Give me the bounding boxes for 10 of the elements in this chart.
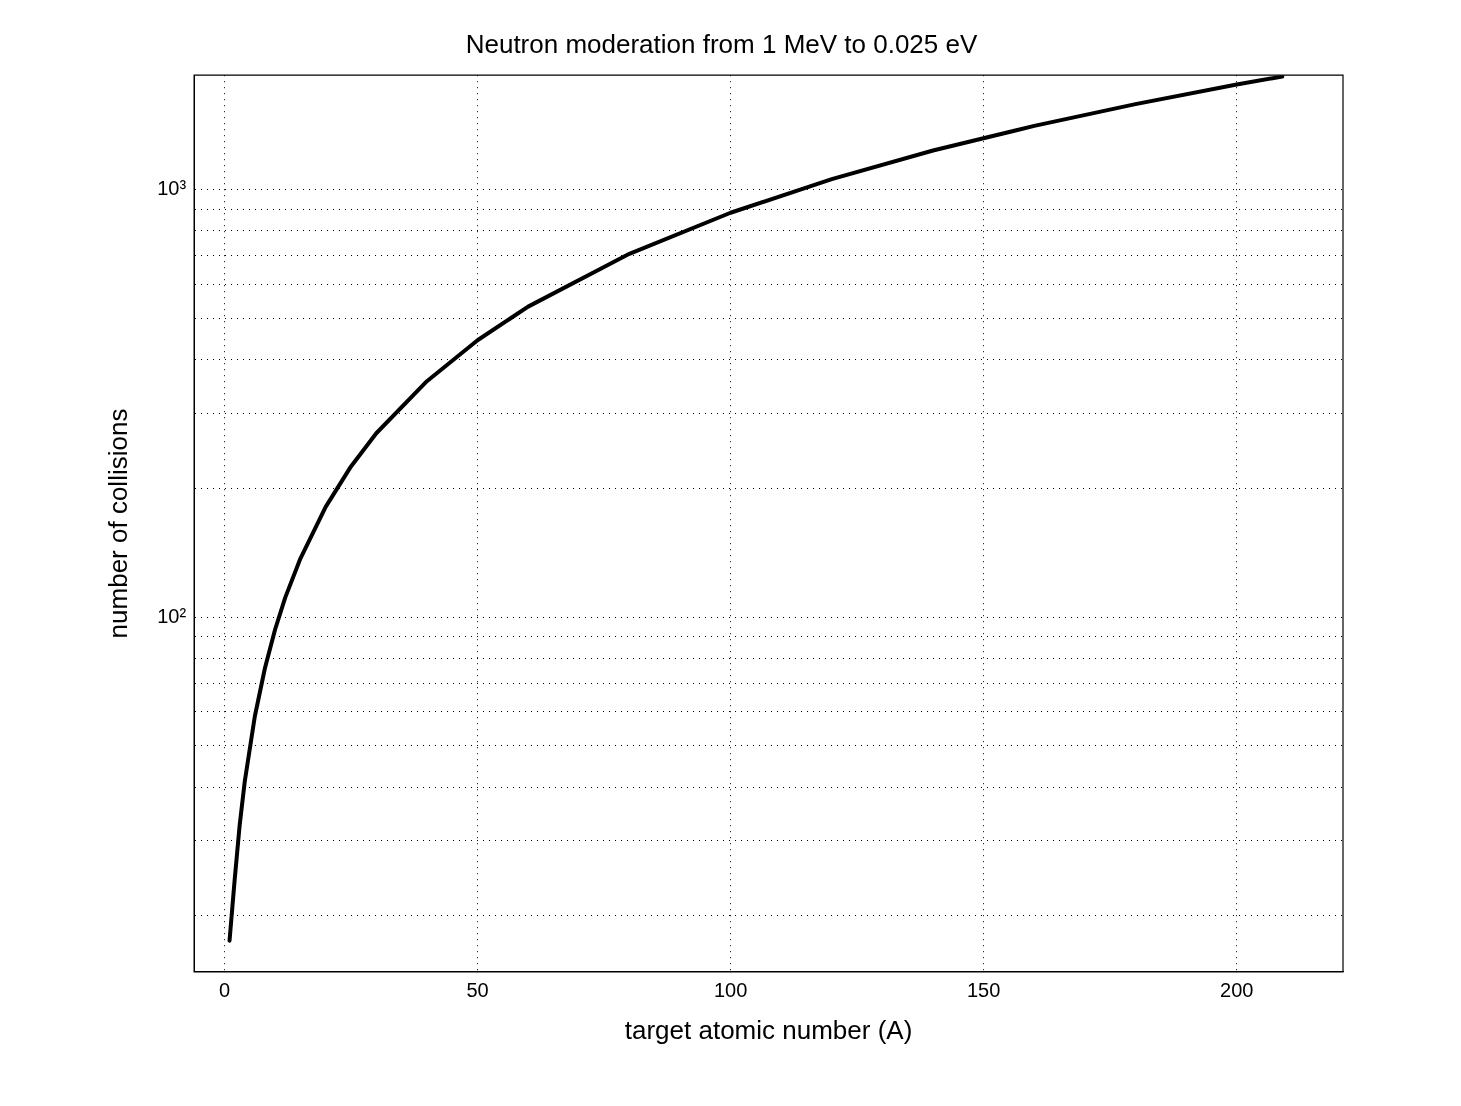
x-tick-label: 0 <box>218 979 231 1002</box>
y-axis-title: number of collisions <box>102 408 133 639</box>
y-tick-label: 10³ <box>157 176 187 199</box>
x-tick-label: 200 <box>1220 979 1254 1002</box>
x-tick-label: 150 <box>966 979 1001 1002</box>
y-tick-label: 10² <box>157 604 187 627</box>
chart-title: Neutron moderation from 1 MeV to 0.025 eV <box>465 28 978 59</box>
x-tick-label: 50 <box>466 979 489 1002</box>
x-tick-label: 100 <box>713 979 748 1002</box>
x-axis-title: target atomic number (A) <box>624 1014 913 1045</box>
